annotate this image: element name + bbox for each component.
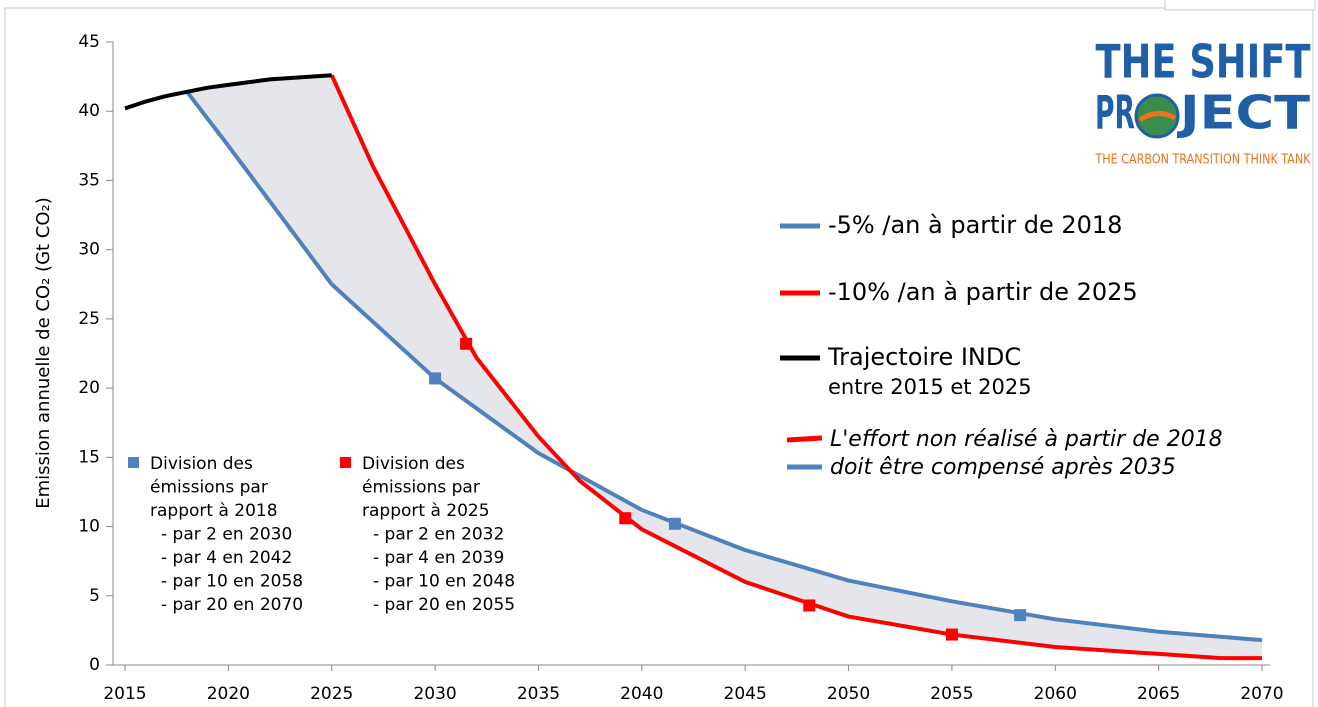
note-line: rapport à 2025 <box>362 501 490 521</box>
series-marker <box>1014 609 1027 622</box>
x-tick-label: 2060 <box>1034 684 1077 704</box>
series-marker <box>945 628 958 641</box>
area-note: L'effort non réalisé à partir de 2018 <box>830 427 1223 452</box>
area-note: doit être compensé après 2035 <box>830 455 1176 480</box>
logo-line1: THE SHIFT <box>1096 35 1311 89</box>
y-tick-label: 25 <box>78 309 100 329</box>
y-tick-label: 30 <box>78 240 100 260</box>
legend-label: -5% /an à partir de 2018 <box>828 211 1122 239</box>
series-marker <box>619 512 632 525</box>
y-tick-label: 35 <box>78 170 100 190</box>
note-line: émissions par <box>362 478 480 498</box>
y-tick-label: 40 <box>78 101 100 121</box>
x-tick-label: 2040 <box>620 684 663 704</box>
x-tick-label: 2045 <box>724 684 767 704</box>
x-tick-label: 2070 <box>1240 684 1283 704</box>
area-swatch-red <box>786 435 823 443</box>
frame <box>4 7 1314 707</box>
series-marker <box>460 337 473 350</box>
note-line: - par 20 en 2055 <box>373 595 515 615</box>
effort-area <box>187 75 1262 659</box>
y-tick-label: 20 <box>78 378 100 398</box>
legend-label: Trajectoire INDC <box>827 343 1021 371</box>
x-tick-label: 2050 <box>827 684 870 704</box>
y-tick-label: 5 <box>89 586 100 606</box>
series-marker <box>668 517 681 530</box>
x-tick-label: 2030 <box>413 684 456 704</box>
legend-label: -10% /an à partir de 2025 <box>828 278 1138 306</box>
y-axis-label: Emission annuelle de CO₂ (Gt CO₂) <box>33 197 54 509</box>
note-line: émissions par <box>150 478 268 498</box>
logo-arrow <box>1138 111 1177 123</box>
note-swatch <box>128 457 139 468</box>
logo-line2b: JECT <box>1177 86 1311 140</box>
x-tick-label: 2020 <box>207 684 250 704</box>
series-marker <box>429 372 442 385</box>
legend-sublabel: entre 2015 et 2025 <box>828 375 1032 399</box>
note-line: - par 10 en 2048 <box>373 572 515 592</box>
x-tick-label: 2035 <box>517 684 560 704</box>
series-line <box>185 90 1263 643</box>
series-line <box>329 74 1262 661</box>
note-line: Division des <box>362 454 465 474</box>
corner-box <box>1164 0 1316 11</box>
logo-tagline: THE CARBON TRANSITION THINK TANK <box>1095 153 1311 168</box>
y-tick-label: 15 <box>78 447 100 467</box>
note-line: - par 4 en 2042 <box>161 548 292 568</box>
x-tick-label: 2025 <box>310 684 353 704</box>
note-line: - par 10 en 2058 <box>161 572 303 592</box>
note-swatch <box>340 457 351 468</box>
note-line: - par 4 en 2039 <box>373 548 504 568</box>
note-line: - par 20 en 2070 <box>161 595 303 615</box>
x-tick-label: 2065 <box>1137 684 1180 704</box>
logo-line2a: PR <box>1095 86 1135 140</box>
note-line: - par 2 en 2030 <box>161 525 292 545</box>
x-tick-label: 2015 <box>103 684 146 704</box>
series-marker <box>803 599 816 612</box>
y-tick-label: 45 <box>78 32 100 52</box>
y-tick-label: 0 <box>89 655 100 675</box>
note-line: Division des <box>150 454 253 474</box>
series-line <box>124 73 332 111</box>
note-line: rapport à 2018 <box>150 501 278 521</box>
x-tick-label: 2055 <box>930 684 973 704</box>
note-line: - par 2 en 2032 <box>373 525 504 545</box>
y-tick-label: 10 <box>78 517 100 537</box>
logo: THE SHIFT PR JECT THE CARBON TRANSITION … <box>1095 35 1311 168</box>
